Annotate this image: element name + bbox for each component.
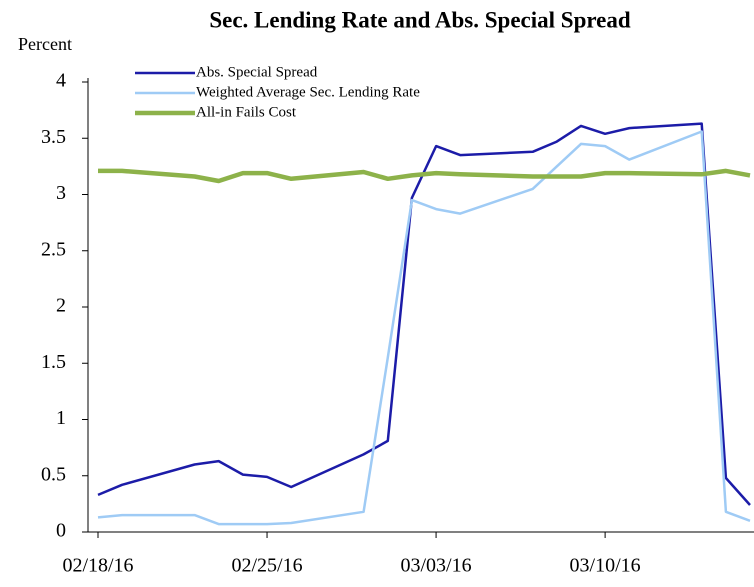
series-line bbox=[97, 130, 751, 526]
x-tick-label: 03/10/16 bbox=[570, 555, 641, 577]
y-tick-label: 0 bbox=[56, 520, 66, 542]
chart-title: Sec. Lending Rate and Abs. Special Sprea… bbox=[209, 7, 631, 32]
y-tick-label: 1.5 bbox=[41, 351, 66, 373]
legend-label: Weighted Average Sec. Lending Rate bbox=[196, 84, 420, 100]
x-tick-label: 02/18/16 bbox=[62, 555, 133, 577]
y-tick-label: 3.5 bbox=[41, 126, 66, 148]
y-tick-label: 2.5 bbox=[41, 238, 66, 260]
y-tick-label: 2 bbox=[56, 295, 66, 317]
x-tick-label: 03/03/16 bbox=[401, 555, 472, 577]
y-tick-label: 4 bbox=[56, 70, 66, 92]
y-tick-label: 3 bbox=[56, 182, 66, 204]
legend-label: All-in Fails Cost bbox=[196, 104, 297, 120]
y-axis-label: Percent bbox=[18, 34, 72, 54]
legend-label: Abs. Special Spread bbox=[196, 64, 318, 80]
y-tick-label: 1 bbox=[56, 407, 66, 429]
y-tick-label: 0.5 bbox=[41, 463, 66, 485]
x-tick-label: 02/25/16 bbox=[231, 555, 302, 577]
series-line bbox=[97, 122, 751, 506]
series-line bbox=[98, 168, 751, 184]
